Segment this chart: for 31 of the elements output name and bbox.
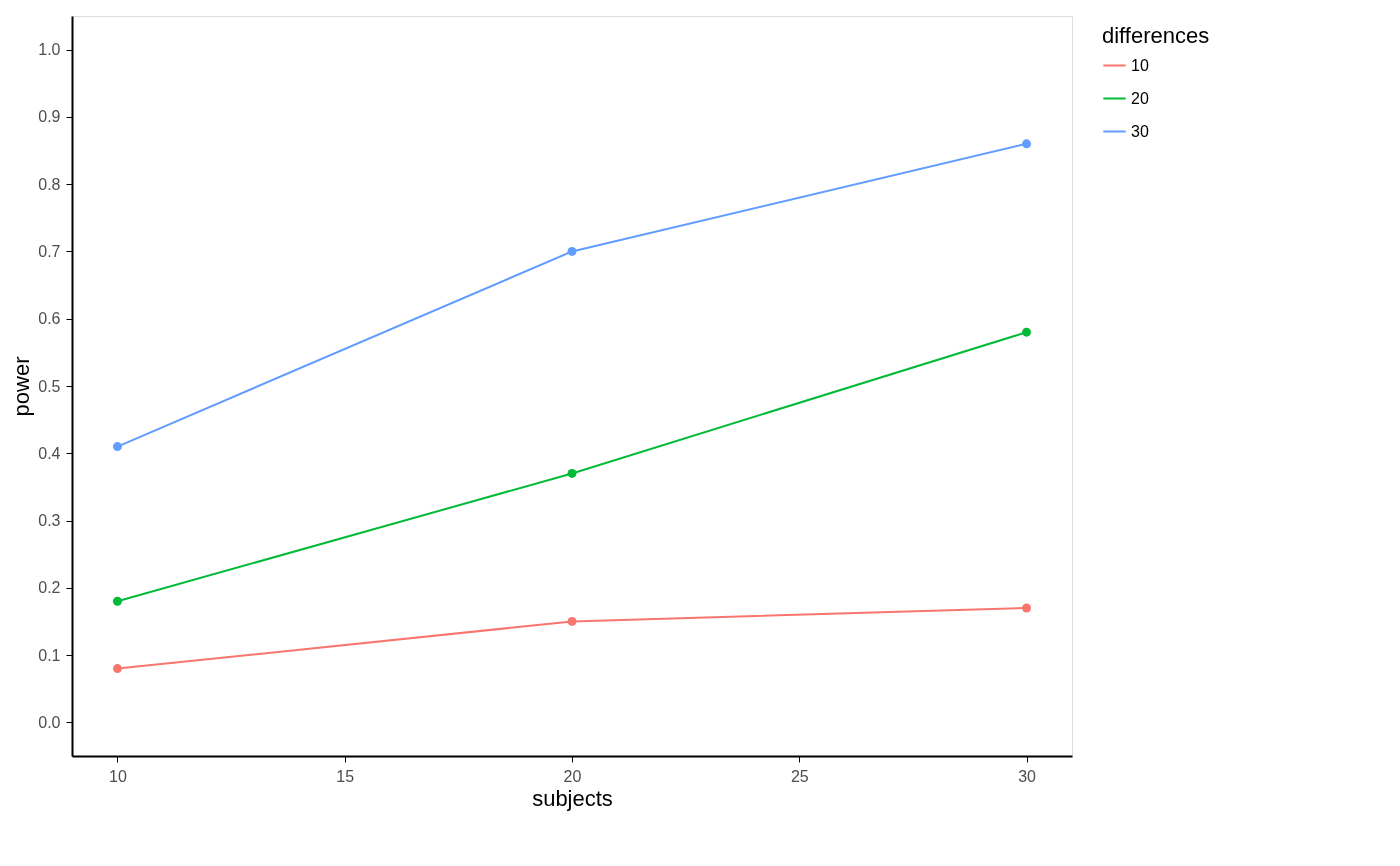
legend-title: differences xyxy=(1102,23,1210,48)
y-tick-label: 0.9 xyxy=(38,108,61,126)
y-tick-label: 0.1 xyxy=(38,646,61,664)
y-tick-label: 0.6 xyxy=(38,310,61,328)
legend-label: 20 xyxy=(1131,89,1149,107)
y-tick-label: 0.0 xyxy=(38,713,61,731)
point xyxy=(567,246,577,256)
y-tick-label: 0.7 xyxy=(38,242,61,260)
x-tick-label: 30 xyxy=(1018,767,1037,785)
legend-label: 10 xyxy=(1131,56,1149,74)
x-tick-label: 25 xyxy=(790,767,809,785)
y-tick-label: 0.5 xyxy=(38,377,61,395)
x-tick-label: 20 xyxy=(563,767,582,785)
y-tick-label: 1.0 xyxy=(38,41,61,59)
x-tick-label: 15 xyxy=(336,767,355,785)
point xyxy=(1022,327,1032,337)
y-tick-label: 0.8 xyxy=(38,175,61,193)
point xyxy=(112,596,122,606)
x-axis-title: subjects xyxy=(532,785,613,811)
point xyxy=(1022,139,1032,149)
legend-label: 30 xyxy=(1131,122,1149,140)
y-tick-label: 0.3 xyxy=(38,512,61,530)
x-tick-label: 10 xyxy=(109,767,127,785)
point xyxy=(112,664,122,674)
y-tick-label: 0.2 xyxy=(38,579,61,597)
point xyxy=(1022,603,1032,613)
y-axis-title: power xyxy=(9,356,35,417)
point xyxy=(567,616,577,626)
y-tick-label: 0.4 xyxy=(38,444,61,462)
point xyxy=(112,442,122,452)
point xyxy=(567,468,577,478)
